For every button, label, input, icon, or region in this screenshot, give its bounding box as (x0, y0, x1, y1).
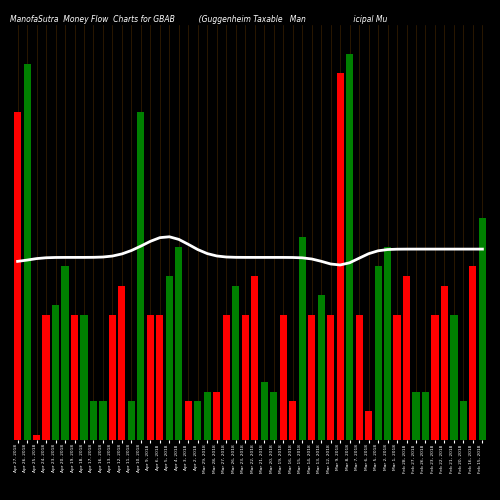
Bar (24, 64, 30, 440)
Bar (156, 314, 164, 440)
Bar (450, 314, 458, 440)
Bar (147, 314, 154, 440)
Bar (308, 314, 315, 440)
Bar (280, 314, 287, 440)
Bar (128, 402, 135, 440)
Bar (289, 402, 296, 440)
Bar (412, 392, 420, 440)
Bar (394, 314, 400, 440)
Bar (346, 54, 353, 440)
Bar (14, 112, 21, 440)
Bar (52, 305, 59, 440)
Bar (204, 392, 211, 440)
Bar (100, 402, 106, 440)
Bar (166, 276, 173, 440)
Bar (118, 286, 126, 440)
Bar (194, 402, 202, 440)
Text: ManofaSutra  Money Flow  Charts for GBAB          (Guggenheim Taxable   Man     : ManofaSutra Money Flow Charts for GBAB (… (10, 15, 388, 24)
Bar (336, 74, 344, 440)
Bar (33, 435, 40, 440)
Bar (213, 392, 220, 440)
Bar (242, 314, 249, 440)
Bar (327, 314, 334, 440)
Bar (109, 314, 116, 440)
Bar (318, 295, 324, 440)
Bar (90, 402, 97, 440)
Bar (62, 266, 68, 440)
Bar (460, 402, 467, 440)
Bar (432, 314, 438, 440)
Bar (470, 266, 476, 440)
Bar (422, 392, 429, 440)
Bar (479, 218, 486, 440)
Bar (138, 112, 144, 440)
Bar (260, 382, 268, 440)
Bar (176, 247, 182, 440)
Bar (298, 238, 306, 440)
Bar (270, 392, 278, 440)
Bar (232, 286, 239, 440)
Bar (71, 314, 78, 440)
Bar (42, 314, 50, 440)
Bar (251, 276, 258, 440)
Bar (384, 247, 391, 440)
Bar (222, 314, 230, 440)
Bar (80, 314, 87, 440)
Bar (403, 276, 410, 440)
Bar (356, 314, 362, 440)
Bar (365, 411, 372, 440)
Bar (185, 402, 192, 440)
Bar (374, 266, 382, 440)
Bar (441, 286, 448, 440)
